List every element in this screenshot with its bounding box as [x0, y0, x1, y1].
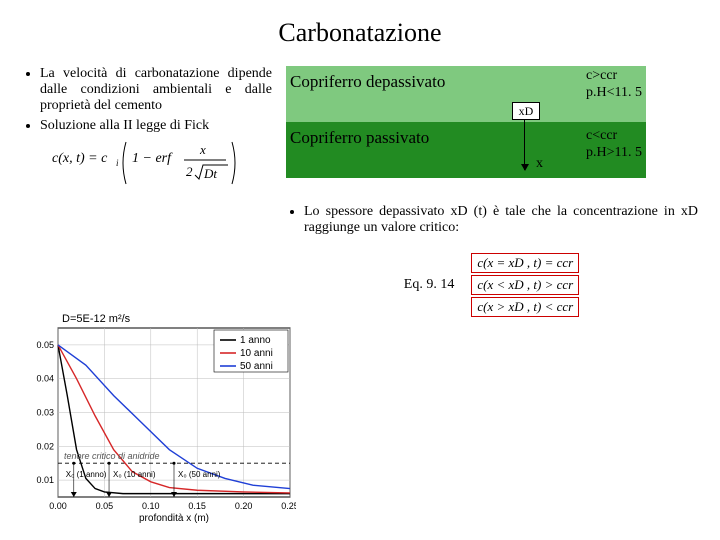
bullet-item: Lo spessore depassivato xD (t) è tale ch… — [304, 204, 698, 236]
svg-text:10 anni: 10 anni — [240, 348, 273, 359]
bullet-item: La velocità di carbonatazione dipende da… — [40, 66, 272, 114]
eq-line: c(x = xD , t) = ccr — [471, 253, 579, 273]
svg-text:0.15: 0.15 — [188, 501, 206, 511]
copriferro-diagram: Copriferro depassivato Copriferro passiv… — [286, 66, 646, 178]
svg-text:X₀ (50 anni): X₀ (50 anni) — [178, 470, 221, 479]
content-row: La velocità di carbonatazione dipende da… — [0, 48, 720, 318]
x-axis-label: x — [536, 156, 543, 172]
xd-badge: xD — [512, 102, 540, 120]
svg-text:tenore critico di anidride: tenore critico di anidride — [64, 451, 160, 461]
svg-text:0.02: 0.02 — [36, 441, 54, 451]
left-column: La velocità di carbonatazione dipende da… — [22, 66, 272, 318]
right-column: Copriferro depassivato Copriferro passiv… — [272, 66, 698, 318]
fick-formula: c(x, t) = c i 1 − erf x 2 Dt — [22, 138, 272, 193]
svg-text:D=5E-12 m²/s: D=5E-12 m²/s — [62, 313, 131, 325]
page-title: Carbonatazione — [0, 0, 720, 48]
equation-stack: c(x = xD , t) = ccr c(x < xD , t) > ccr … — [470, 252, 580, 318]
svg-text:c(x, t) = c: c(x, t) = c — [52, 151, 108, 166]
label-passivato: Copriferro passivato — [290, 128, 429, 148]
svg-text:0.25: 0.25 — [281, 501, 296, 511]
cond-text: p.H<11. 5 — [586, 85, 642, 100]
cond-text: p.H>11. 5 — [586, 145, 642, 160]
svg-text:2: 2 — [186, 164, 193, 179]
svg-text:X₀ (1 anno): X₀ (1 anno) — [66, 470, 107, 479]
xd-arrow-icon — [524, 120, 525, 170]
label-depassivato: Copriferro depassivato — [290, 72, 445, 92]
svg-text:0.04: 0.04 — [36, 374, 54, 384]
svg-text:Dt: Dt — [203, 166, 217, 181]
cond-bot: c<ccr p.H>11. 5 — [586, 128, 642, 162]
svg-text:1 − erf: 1 − erf — [132, 151, 173, 166]
svg-text:50 anni: 50 anni — [240, 361, 273, 372]
bullet-item: Soluzione alla II legge di Fick — [40, 118, 272, 134]
eq-line: c(x < xD , t) > ccr — [471, 275, 579, 295]
svg-text:0.10: 0.10 — [142, 501, 160, 511]
equation-block: Eq. 9. 14 c(x = xD , t) = ccr c(x < xD ,… — [286, 252, 698, 318]
right-bullets: Lo spessore depassivato xD (t) è tale ch… — [286, 204, 698, 236]
svg-text:0.03: 0.03 — [36, 408, 54, 418]
eq-line: c(x > xD , t) < ccr — [471, 297, 579, 317]
cond-text: c>ccr — [586, 68, 617, 83]
svg-text:0.05: 0.05 — [96, 501, 114, 511]
cond-text: c<ccr — [586, 128, 617, 143]
svg-text:0.20: 0.20 — [235, 501, 253, 511]
svg-text:profondità x (m): profondità x (m) — [139, 513, 209, 524]
erf-chart: 0.00 0.05 0.10 0.15 0.20 0.25 0.01 0.02 0.03 0.04… — [16, 310, 296, 525]
svg-text:1 anno: 1 anno — [240, 335, 271, 346]
left-bullets: La velocità di carbonatazione dipende da… — [22, 66, 272, 134]
svg-text:0.05: 0.05 — [36, 340, 54, 350]
svg-text:X₀ (10 anni): X₀ (10 anni) — [113, 470, 156, 479]
svg-text:i: i — [116, 158, 119, 168]
svg-text:x: x — [199, 142, 206, 157]
cond-top: c>ccr p.H<11. 5 — [586, 68, 642, 102]
svg-text:0.00: 0.00 — [49, 501, 67, 511]
svg-text:0.01: 0.01 — [36, 475, 54, 485]
equation-label: Eq. 9. 14 — [404, 277, 455, 293]
